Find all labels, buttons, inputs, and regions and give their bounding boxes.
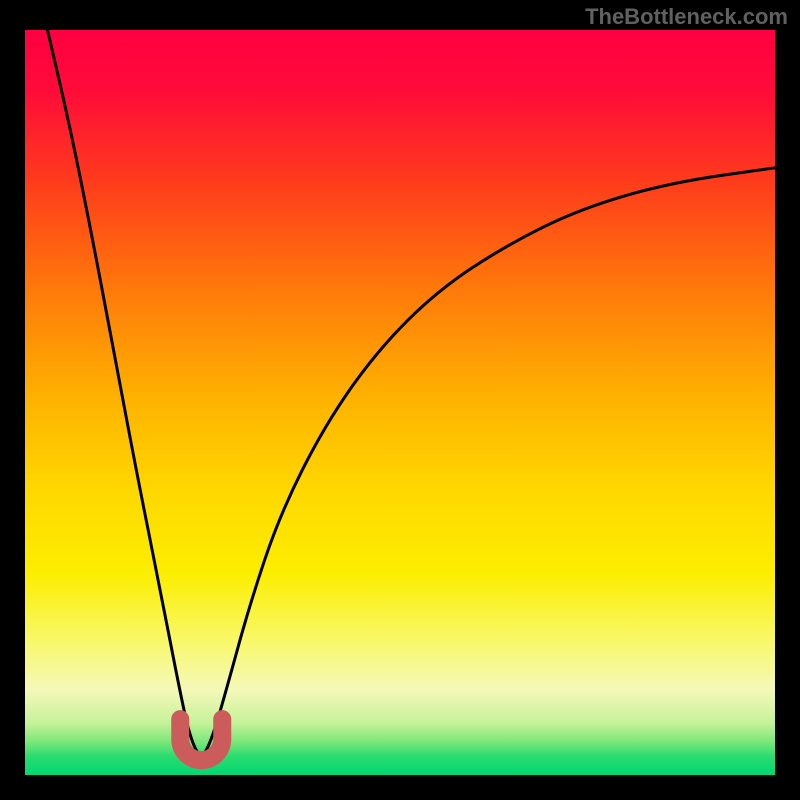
plot-gradient-background [25,30,775,775]
watermark-text: TheBottleneck.com [585,4,788,30]
chart-svg [0,0,800,800]
figure-root: TheBottleneck.com [0,0,800,800]
